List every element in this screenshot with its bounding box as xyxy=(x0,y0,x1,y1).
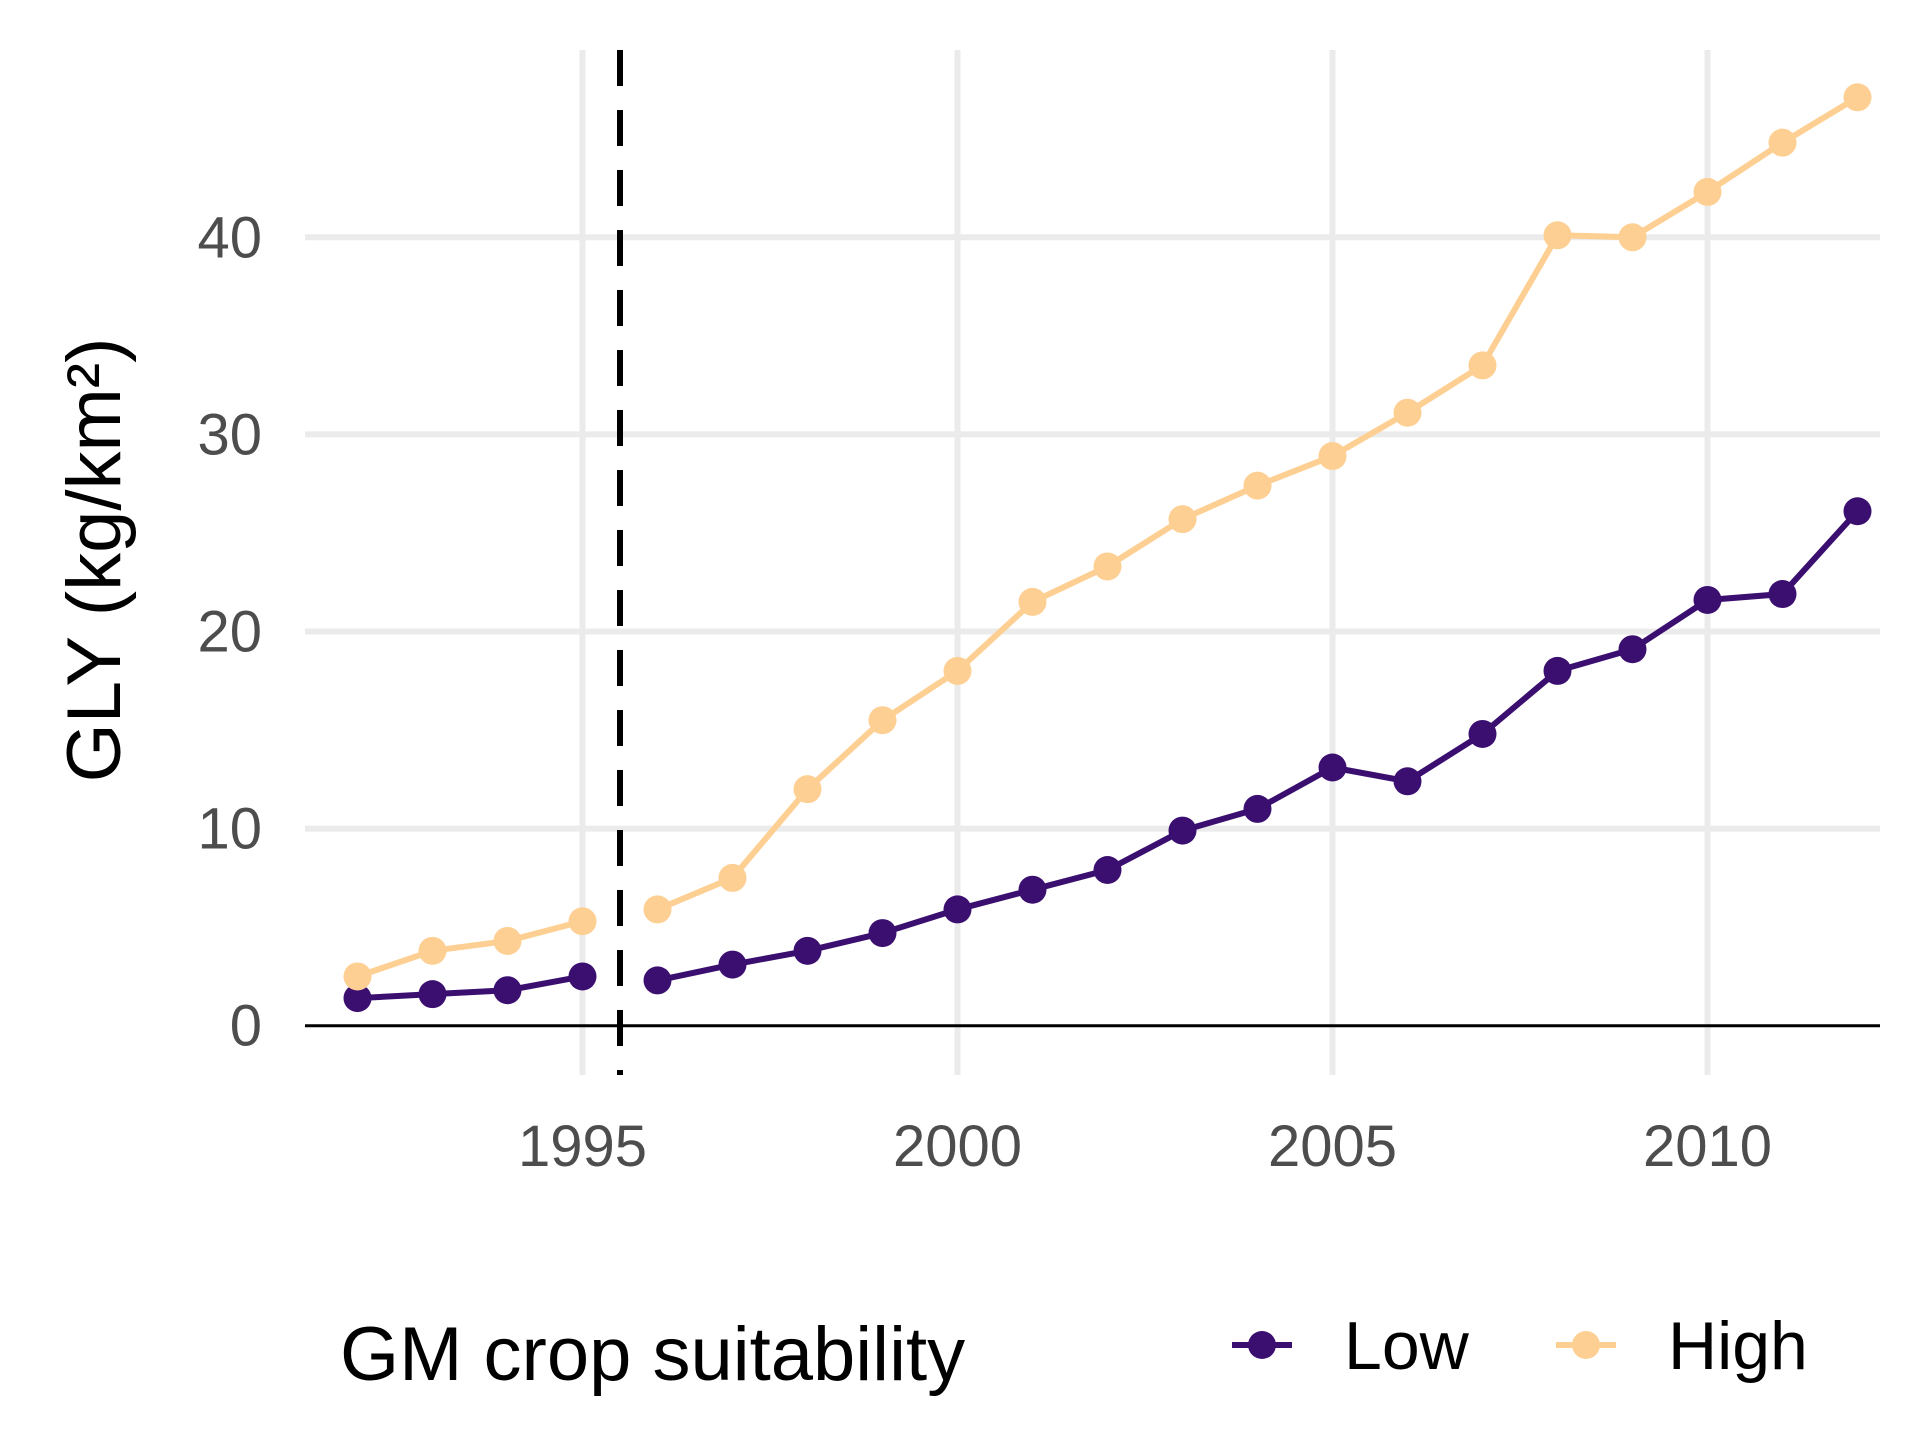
legend-label-low: Low xyxy=(1344,1308,1470,1384)
series-line-low-segment-2 xyxy=(654,508,1861,984)
tick-labels: 1995 2000 2005 2010 0 10 20 30 40 xyxy=(197,205,1772,1179)
legend-item-high: High xyxy=(1556,1308,1808,1384)
data-point-low-2002 xyxy=(1093,856,1122,884)
data-point-high-1993 xyxy=(418,936,447,965)
data-point-low-1998 xyxy=(793,936,822,965)
data-point-low-1999 xyxy=(868,919,897,948)
data-point-high-1995 xyxy=(568,907,597,936)
data-point-low-2008 xyxy=(1543,656,1572,685)
data-point-high-1992 xyxy=(343,962,372,991)
legend-title: GM crop suitability xyxy=(340,1312,965,1397)
series-line-high-segment-1 xyxy=(354,918,586,980)
data-point-high-1998 xyxy=(793,775,822,804)
data-point-high-2008 xyxy=(1543,221,1572,250)
x-tick-label-2005: 2005 xyxy=(1268,1114,1397,1179)
legend-key-point-high xyxy=(1572,1331,1600,1359)
y-tick-label-30: 30 xyxy=(197,402,262,467)
data-point-high-2010 xyxy=(1693,177,1722,206)
data-point-low-2001 xyxy=(1018,875,1047,904)
data-point-high-2002 xyxy=(1093,552,1122,581)
series-high xyxy=(343,83,1872,991)
x-tick-label-2000: 2000 xyxy=(893,1114,1022,1179)
data-point-high-2003 xyxy=(1168,505,1197,534)
series-line-high-segment-2 xyxy=(654,94,1861,913)
data-point-high-2000 xyxy=(943,656,972,685)
grid-lines xyxy=(305,50,1880,1075)
series-group xyxy=(343,83,1872,1013)
data-point-high-2006 xyxy=(1393,398,1422,427)
series-low xyxy=(343,497,1872,1013)
data-point-low-2011 xyxy=(1768,580,1797,609)
data-point-high-1999 xyxy=(868,706,897,735)
legend: GM crop suitability Low High xyxy=(340,1308,1808,1397)
data-point-low-2012 xyxy=(1843,497,1872,526)
data-point-low-2010 xyxy=(1693,585,1722,614)
x-tick-label-2010: 2010 xyxy=(1643,1114,1772,1179)
data-point-high-1997 xyxy=(718,863,747,892)
data-point-low-2003 xyxy=(1168,816,1197,845)
data-point-high-2009 xyxy=(1618,223,1647,252)
data-point-high-2004 xyxy=(1243,471,1272,500)
data-point-high-2007 xyxy=(1468,351,1497,380)
data-point-high-2011 xyxy=(1768,128,1797,157)
y-tick-label-40: 40 xyxy=(197,205,262,270)
data-point-low-2005 xyxy=(1318,753,1347,782)
data-point-low-2004 xyxy=(1243,794,1272,823)
data-point-high-2001 xyxy=(1018,587,1047,616)
series-line-low-segment-1 xyxy=(354,973,586,1002)
data-point-low-2000 xyxy=(943,895,972,924)
data-point-low-1995 xyxy=(568,962,597,991)
y-axis-title: GLY (kg/km²) xyxy=(52,338,137,783)
data-point-low-1996 xyxy=(643,966,672,995)
data-point-high-2012 xyxy=(1843,83,1872,112)
data-point-low-2006 xyxy=(1393,767,1422,796)
y-tick-label-0: 0 xyxy=(230,994,262,1059)
legend-items: Low High xyxy=(1232,1308,1808,1384)
legend-key-point-low xyxy=(1248,1331,1276,1359)
data-point-high-1996 xyxy=(643,895,672,924)
legend-item-low: Low xyxy=(1232,1308,1470,1384)
data-point-high-2005 xyxy=(1318,442,1347,471)
data-point-low-2007 xyxy=(1468,719,1497,748)
data-point-low-1992 xyxy=(343,984,372,1013)
data-point-low-1994 xyxy=(493,976,522,1005)
y-tick-label-10: 10 xyxy=(197,797,262,862)
x-tick-label-1995: 1995 xyxy=(518,1114,647,1179)
data-point-low-1997 xyxy=(718,950,747,979)
data-point-low-2009 xyxy=(1618,635,1647,664)
data-point-high-1994 xyxy=(493,926,522,955)
y-tick-label-20: 20 xyxy=(197,599,262,664)
legend-label-high: High xyxy=(1668,1308,1808,1384)
data-point-low-1993 xyxy=(418,980,447,1009)
